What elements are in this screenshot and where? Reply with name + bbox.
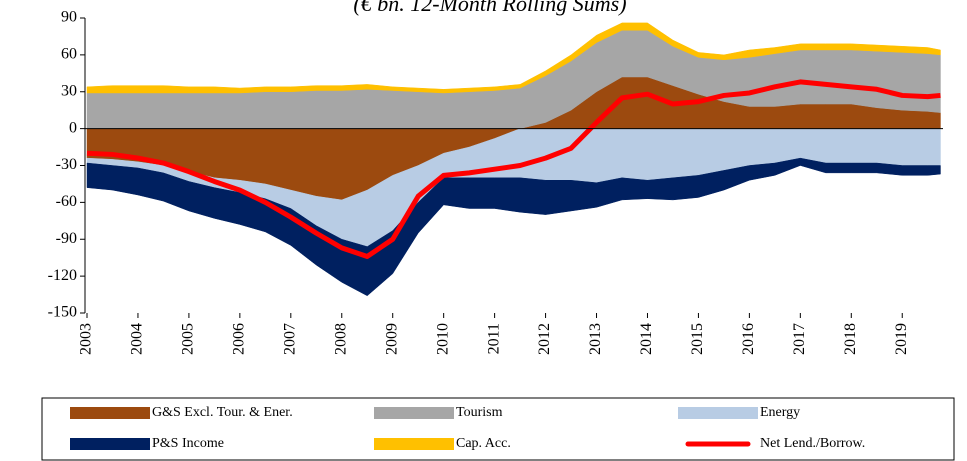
- y-tick-label: 30: [61, 82, 77, 99]
- x-tick-label: 2019: [893, 323, 910, 355]
- legend-label: Tourism: [456, 405, 503, 420]
- legend-swatch: [374, 407, 454, 419]
- x-tick-label: 2016: [740, 323, 757, 355]
- x-tick-label: 2013: [587, 323, 604, 355]
- x-tick-label: 2007: [281, 323, 298, 355]
- legend-label: G&S Excl. Tour. & Ener.: [152, 405, 293, 420]
- x-tick-label: 2004: [129, 323, 146, 355]
- legend-swatch: [70, 407, 150, 419]
- y-tick-label: -90: [56, 230, 77, 247]
- x-tick-label: 2012: [536, 323, 553, 355]
- y-tick-label: -60: [56, 193, 77, 210]
- y-tick-label: -30: [56, 156, 77, 173]
- legend-box: [41, 397, 955, 461]
- legend-label: Net Lend./Borrow.: [760, 436, 865, 451]
- legend-label: Cap. Acc.: [456, 436, 511, 451]
- chart-title: (€ bn. 12-Month Rolling Sums): [353, 0, 626, 16]
- axes: -150 -120 -90 -60 -30 0 30 60 90 2003 2004 2005 2006…: [48, 9, 943, 355]
- x-tick-label: 2017: [791, 323, 808, 355]
- x-tick-label: 2003: [78, 323, 95, 355]
- x-tick-label: 2005: [180, 323, 197, 355]
- legend-label: P&S Income: [152, 436, 224, 451]
- y-tick-label: 90: [61, 9, 77, 26]
- legend-swatch: [374, 438, 454, 450]
- legend-swatch: [70, 438, 150, 450]
- x-tick-label: 2014: [638, 323, 655, 355]
- legend-swatch: [678, 407, 758, 419]
- x-tick-label: 2010: [434, 323, 451, 355]
- y-tick-label: 0: [69, 119, 77, 136]
- x-tick-label: 2018: [842, 323, 859, 355]
- y-tick-label: -150: [48, 304, 77, 321]
- x-tick-label: 2015: [689, 323, 706, 355]
- y-tick-label: -120: [48, 267, 77, 284]
- x-tick-label: 2011: [485, 323, 502, 354]
- legend-label: Energy: [760, 405, 800, 420]
- area: [86, 22, 941, 94]
- y-tick-label: 60: [61, 46, 77, 63]
- line: [86, 79, 941, 259]
- area: [86, 157, 941, 297]
- plot-area: [86, 22, 941, 297]
- x-tick-label: 2006: [231, 323, 248, 355]
- x-tick-label: 2009: [383, 323, 400, 355]
- legend: G&S Excl. Tour. & Ener. Tourism Energy P&S …: [70, 405, 865, 451]
- x-tick-label: 2008: [332, 323, 349, 355]
